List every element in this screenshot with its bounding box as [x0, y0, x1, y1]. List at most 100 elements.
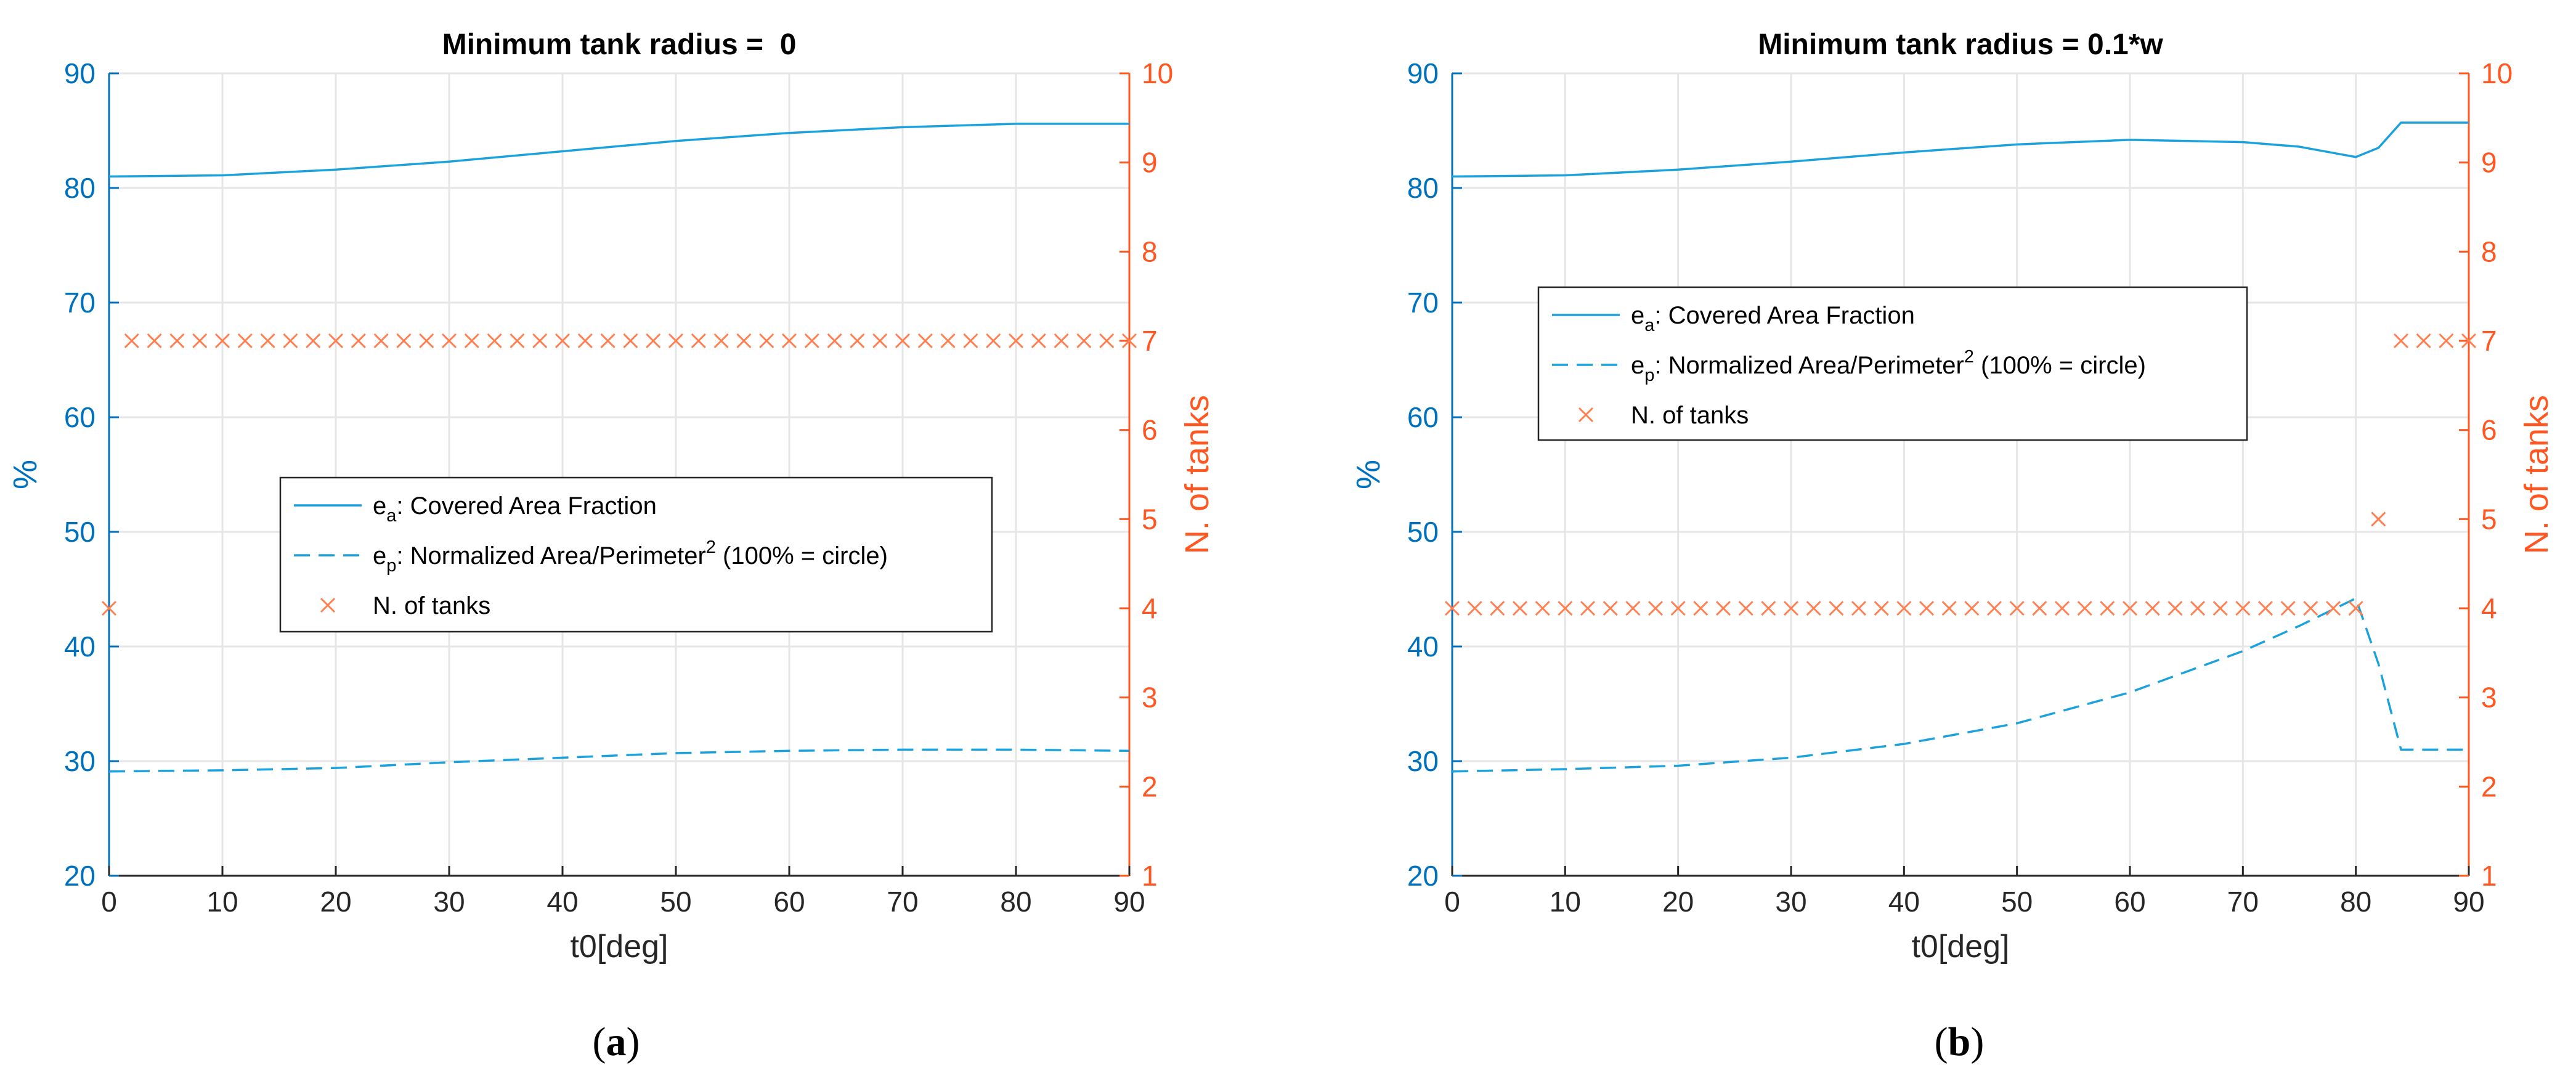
legend: ea: Covered Area Fraction ep: Normalized …	[1537, 286, 2248, 441]
tank-count-marker	[2009, 600, 2025, 616]
tank-count-marker	[1625, 600, 1641, 616]
tank-count-marker	[487, 333, 502, 349]
tank-count-marker	[2145, 600, 2160, 616]
x-tick-label: 30	[1775, 886, 1806, 918]
legend-box	[279, 476, 993, 633]
tank-count-marker	[2303, 600, 2318, 616]
x-tick-label: 80	[1000, 886, 1031, 918]
tank-count-marker	[1535, 600, 1550, 616]
x-axis-label: t0[deg]	[570, 929, 668, 965]
legend-entry-label: ep: Normalized Area/Perimeter2 (100% = c…	[1631, 347, 2146, 385]
series-solid	[108, 123, 1129, 178]
tank-count-marker	[1761, 600, 1776, 616]
x-tick-label: 70	[2227, 886, 2259, 918]
tank-count-marker	[1670, 600, 1686, 616]
legend-box	[1537, 286, 2248, 441]
legend-marker-swatch	[1578, 407, 1594, 423]
tank-count-marker	[2416, 333, 2431, 349]
tank-count-marker	[1444, 600, 1460, 616]
tank-count-marker	[2122, 600, 2138, 616]
tank-count-marker	[2235, 600, 2251, 616]
right-tick-label: 1	[2481, 860, 2497, 892]
tank-count-marker	[1986, 600, 2002, 616]
right-tick-label: 6	[2481, 414, 2497, 446]
tank-count-marker	[237, 333, 253, 349]
legend: ea: Covered Area Fraction ep: Normalized …	[279, 476, 993, 633]
tank-count-marker	[1941, 600, 1957, 616]
tank-count-marker	[532, 333, 548, 349]
tank-count-marker	[306, 333, 321, 349]
x-axis-label: t0[deg]	[1911, 929, 2009, 965]
tank-count-marker	[124, 333, 139, 349]
tank-count-marker	[283, 333, 298, 349]
tank-count-marker	[2054, 600, 2070, 616]
tank-count-marker	[1099, 333, 1115, 349]
tank-count-marker	[691, 333, 706, 349]
tank-count-marker	[986, 333, 1001, 349]
x-tick-label: 90	[2453, 886, 2484, 918]
legend-entry-label: N. of tanks	[373, 592, 490, 619]
tank-count-marker	[577, 333, 593, 349]
chart-title: Minimum tank radius = 0	[442, 28, 797, 61]
left-tick-label: 70	[1407, 287, 1439, 319]
right-tick-label: 3	[2481, 682, 2497, 714]
right-axis-label: N. of tanks	[1179, 395, 1216, 554]
right-tick-label: 4	[2481, 592, 2497, 624]
x-tick-label: 50	[2001, 886, 2033, 918]
x-tick-label: 10	[206, 886, 238, 918]
tank-count-marker	[646, 333, 661, 349]
tank-count-marker	[2393, 333, 2409, 349]
tank-count-marker	[895, 333, 911, 349]
series-marker	[101, 333, 1137, 616]
plot-area	[109, 73, 1129, 876]
left-tick-label: 60	[64, 401, 95, 433]
tank-count-marker	[2032, 600, 2047, 616]
tank-count-marker	[1851, 600, 1867, 616]
right-tick-label: 7	[1142, 325, 1158, 357]
right-tick-label: 6	[1142, 414, 1158, 446]
tank-count-marker	[441, 333, 457, 349]
x-tick-label: 40	[1888, 886, 1920, 918]
series-solid	[1452, 121, 2469, 178]
x-tick-label: 50	[660, 886, 691, 918]
legend-entry-label: ea: Covered Area Fraction	[1631, 302, 1915, 335]
tank-count-marker	[510, 333, 525, 349]
tank-count-marker	[464, 333, 479, 349]
tank-count-marker	[2257, 600, 2273, 616]
x-tick-label: 10	[1550, 886, 1581, 918]
tank-count-marker	[1558, 600, 1573, 616]
tank-count-marker	[1964, 600, 1980, 616]
tank-count-marker	[1919, 600, 1935, 616]
x-tick-label: 70	[887, 886, 918, 918]
tank-count-marker	[736, 333, 752, 349]
tank-count-marker	[1648, 600, 1664, 616]
x-tick-label: 0	[101, 886, 117, 918]
right-tick-label: 1	[1142, 860, 1158, 892]
tank-count-marker	[2077, 600, 2092, 616]
tank-count-marker	[1874, 600, 1889, 616]
left-tick-label: 90	[64, 57, 95, 89]
chart-title: Minimum tank radius = 0.1*w	[1758, 28, 2163, 61]
tank-count-marker	[1806, 600, 1821, 616]
tank-count-marker	[759, 333, 774, 349]
left-tick-label: 50	[1407, 516, 1439, 548]
tank-count-marker	[713, 333, 729, 349]
right-tick-label: 7	[2481, 325, 2497, 357]
left-tick-label: 90	[1407, 57, 1439, 89]
tank-count-marker	[328, 333, 344, 349]
tank-count-marker	[600, 333, 616, 349]
left-axis-label: %	[1350, 460, 1387, 489]
tank-count-marker	[1121, 333, 1137, 349]
left-tick-label: 20	[1407, 860, 1439, 892]
left-tick-label: 50	[64, 516, 95, 548]
tank-count-marker	[1715, 600, 1731, 616]
legend-entry-label: ea: Covered Area Fraction	[373, 492, 657, 526]
right-tick-label: 5	[2481, 503, 2497, 535]
tank-count-marker	[2325, 600, 2341, 616]
tank-count-marker	[1580, 600, 1596, 616]
tank-count-marker	[214, 333, 230, 349]
left-tick-label: 20	[64, 860, 95, 892]
left-tick-label: 80	[64, 172, 95, 204]
right-tick-label: 9	[1142, 147, 1158, 179]
